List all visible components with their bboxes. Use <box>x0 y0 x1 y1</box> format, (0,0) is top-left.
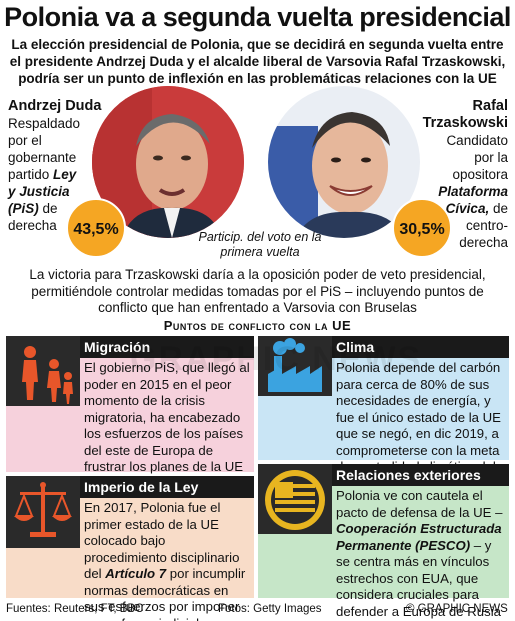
intro-text: La victoria para Trzaskowski daría a la … <box>29 267 486 315</box>
panel-exteriores: Relaciones exteriores Polonia ve con cau… <box>258 464 509 619</box>
footer-credit: © GRAPHIC NEWS <box>406 603 508 615</box>
duda-party: Ley y Justicia (PiS) <box>8 167 77 216</box>
duda-desc-2: de derecha <box>8 201 58 233</box>
panel-exteriores-text-2: – y se centra más en vínculos estrechos … <box>336 537 501 619</box>
duda-name: Andrzej Duda <box>8 98 102 114</box>
trzaskowski-name: Rafal Trzaskowski <box>420 98 508 132</box>
trzaskowski-vote-badge: 30,5% <box>392 198 452 258</box>
panel-ley-text: En 2017, Polonia fue el primer estado de… <box>84 500 250 621</box>
panel-exteriores-text-1: Polonia ve con cautela el pacto de defen… <box>336 488 503 520</box>
duda-vote-badge: 43,5% <box>66 198 126 258</box>
trzaskowski-description: Candidato por la opositora Plataforma Cí… <box>432 132 508 251</box>
scales-of-justice-icon <box>6 476 80 548</box>
footer-sources: Fuentes: Reuters, FT, BBC <box>6 603 144 615</box>
section-title: Puntos de conflicto con la UE <box>163 318 352 333</box>
factory-smoke-icon <box>258 336 332 396</box>
panel-ley-text-1: En 2017, Polonia fue el primer estado de… <box>84 500 240 581</box>
page-title: Polonia va a segunda vuelta presidencial <box>4 2 511 32</box>
trzaskowski-party: Plataforma Cívica, <box>438 184 508 216</box>
watermark: GRAPHIC NEWS <box>130 340 423 378</box>
duda-desc-1: Respaldado por el gobernante partido <box>8 116 81 182</box>
panel-ley-article: Artículo 7 <box>105 566 167 581</box>
subtitle: La elección presidencial de Polonia, que… <box>9 37 506 86</box>
trzaskowski-name-last: Trzaskowski <box>422 115 508 131</box>
duda-description: Respaldado por el gobernante partido Ley… <box>8 115 86 234</box>
panel-exteriores-pesco: Cooperación Estructurada Permanente (PES… <box>336 521 502 553</box>
panel-ley-text-2: por incumplir normas democráticas en sus… <box>84 566 246 621</box>
trzaskowski-name-first: Rafal <box>472 98 508 114</box>
us-flag-seal-icon <box>258 464 332 534</box>
panel-exteriores-text: Polonia ve con cautela el pacto de defen… <box>336 488 504 620</box>
trzaskowski-desc-1: Candidato por la opositora <box>446 133 508 182</box>
turnout-label: Particip. del voto en la primera vuelta <box>198 230 322 259</box>
panel-ley: Imperio de la Ley En 2017, Polonia fue e… <box>6 476 254 621</box>
footer-photos: Fotos: Getty Images <box>218 603 322 615</box>
migrant-family-icon <box>6 336 80 406</box>
trzaskowski-desc-2: de centro-derecha <box>459 201 508 250</box>
